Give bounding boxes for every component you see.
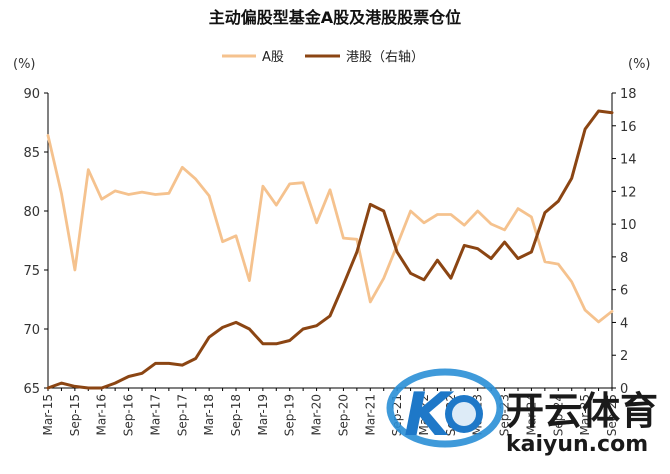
watermark-brand-text: 开云体育 bbox=[506, 389, 658, 433]
left-tick-label: 80 bbox=[23, 205, 40, 220]
watermark-domain-text: kaiyun.com bbox=[506, 432, 648, 457]
legend: A股 港股（右轴） bbox=[222, 50, 424, 65]
right-tick-label: 14 bbox=[620, 153, 637, 168]
series-line-hk-share bbox=[46, 109, 614, 390]
x-tick-label: Sep-19 bbox=[283, 394, 297, 436]
x-tick-label: Mar-17 bbox=[148, 394, 162, 435]
x-tick-label: Mar-16 bbox=[95, 394, 109, 435]
x-tick-label: Mar-20 bbox=[310, 394, 324, 435]
left-axis-unit: (%) bbox=[13, 57, 36, 72]
series-line-a-share bbox=[46, 134, 614, 324]
svg-text:K: K bbox=[404, 380, 455, 450]
right-tick-label: 0 bbox=[620, 382, 628, 397]
x-tick-label: Mar-21 bbox=[363, 394, 377, 435]
right-tick-label: 2 bbox=[620, 349, 628, 364]
right-tick-label: 6 bbox=[620, 284, 628, 299]
x-tick-label: Mar-18 bbox=[202, 394, 216, 435]
x-tick-label: Sep-24 bbox=[551, 394, 565, 436]
right-tick-label: 10 bbox=[620, 218, 637, 233]
left-tick-label: 65 bbox=[23, 382, 40, 397]
x-tick-label: Mar-19 bbox=[256, 394, 270, 435]
x-tick-label: Sep-15 bbox=[68, 394, 82, 436]
right-tick-label: 18 bbox=[620, 87, 637, 102]
x-tick-label: Mar-15 bbox=[41, 394, 55, 435]
right-tick-label: 16 bbox=[620, 120, 637, 135]
legend-label-a-share: A股 bbox=[262, 50, 284, 65]
x-tick-label: Sep-25 bbox=[605, 394, 619, 436]
series-layer bbox=[46, 109, 614, 390]
watermark-k-logo: K bbox=[386, 368, 504, 450]
x-tick-label: Mar-25 bbox=[578, 394, 592, 435]
legend-label-hk-share: 港股（右轴） bbox=[346, 50, 424, 65]
watermark: K 开云体育 kaiyun.com bbox=[386, 368, 658, 457]
x-tick-label: Sep-20 bbox=[336, 394, 350, 436]
left-tick-label: 90 bbox=[23, 87, 40, 102]
x-tick-label: Sep-18 bbox=[229, 394, 243, 436]
chart-title: 主动偏股型基金A股及港股股票仓位 bbox=[209, 8, 461, 27]
left-tick-label: 75 bbox=[23, 264, 40, 279]
axes: 65 70 75 80 85 90 0 2 4 6 8 10 12 14 16 18 Mar-15 Sep-15 M… bbox=[23, 87, 636, 436]
x-tick-label: Sep-16 bbox=[122, 394, 136, 436]
right-tick-label: 12 bbox=[620, 185, 637, 200]
x-tick-label: Mar-24 bbox=[524, 394, 538, 435]
right-tick-label: 4 bbox=[620, 316, 628, 331]
right-tick-label: 8 bbox=[620, 251, 628, 266]
left-tick-label: 70 bbox=[23, 323, 40, 338]
x-tick-label: Sep-17 bbox=[175, 394, 189, 436]
x-tick-label: Mar-22 bbox=[417, 394, 431, 435]
right-axis-unit: (%) bbox=[628, 57, 651, 72]
left-tick-label: 85 bbox=[23, 146, 40, 161]
